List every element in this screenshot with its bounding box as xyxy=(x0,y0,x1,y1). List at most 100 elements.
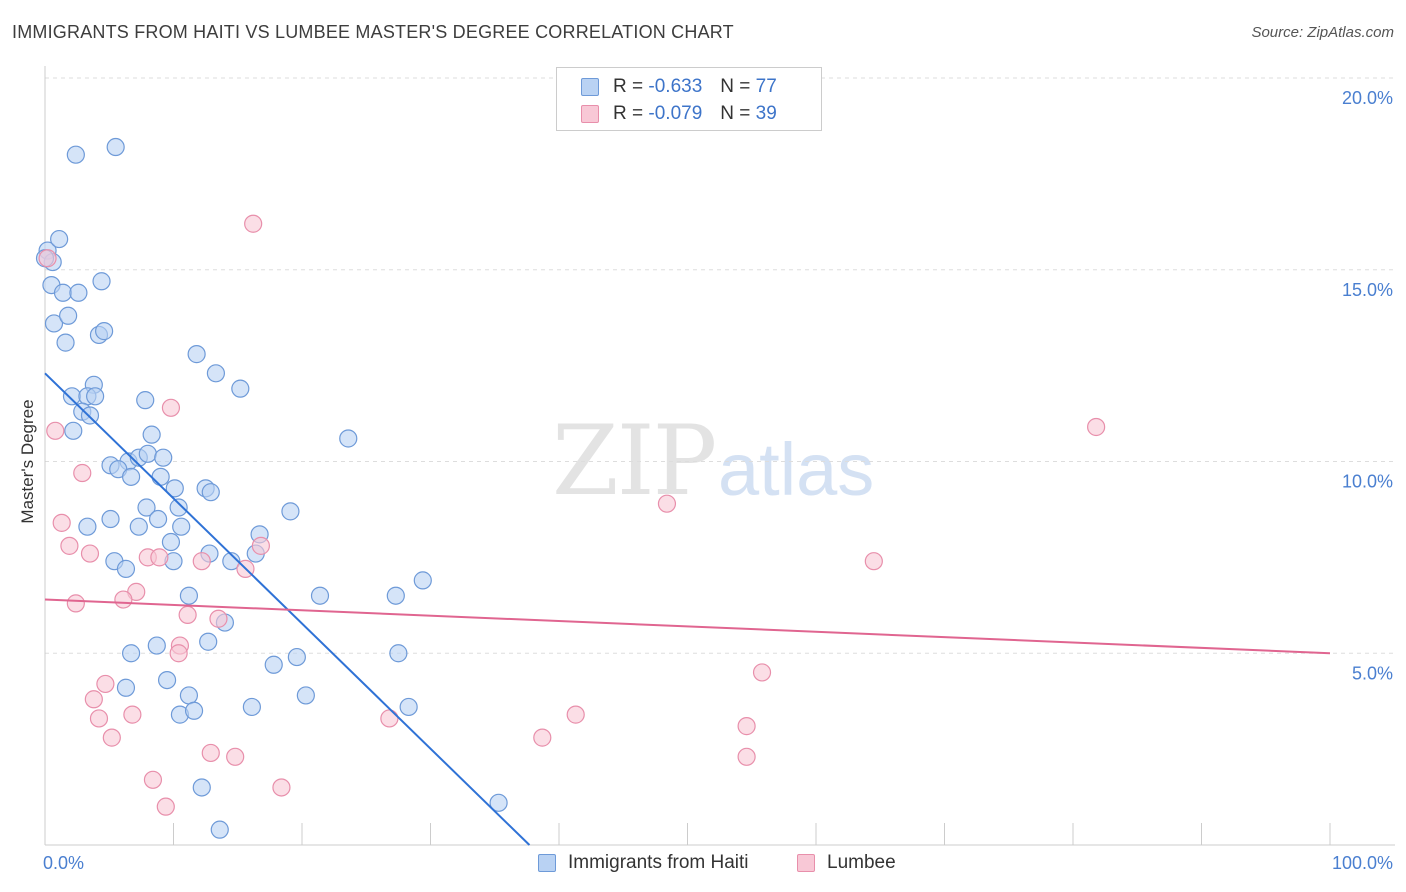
haiti-point xyxy=(489,793,508,812)
haiti-point xyxy=(50,229,69,249)
haiti-point xyxy=(264,655,283,674)
haiti-point xyxy=(86,387,105,406)
lumbee-point xyxy=(380,709,399,728)
haiti-point xyxy=(137,498,156,517)
series-label-lumbee: Lumbee xyxy=(827,852,896,873)
haiti-point xyxy=(69,283,88,302)
lumbee-point xyxy=(143,770,163,789)
haiti-point xyxy=(389,644,408,663)
legend-r-value-haiti: -0.633 xyxy=(648,76,703,97)
lumbee-point xyxy=(737,717,756,736)
haiti-point xyxy=(179,686,199,705)
haiti-point xyxy=(399,697,418,717)
lumbee-point xyxy=(178,605,197,625)
haiti-point xyxy=(92,272,111,291)
haiti-point xyxy=(116,559,136,578)
haiti-point xyxy=(106,137,125,157)
legend-r-label: R = xyxy=(613,103,644,124)
series-legend-haiti: Immigrants from Haiti xyxy=(538,852,749,874)
haiti-point xyxy=(157,670,177,690)
haiti-point xyxy=(287,647,306,667)
lumbee-point xyxy=(752,663,772,682)
lumbee-point xyxy=(66,594,85,613)
haiti-point xyxy=(136,391,155,410)
haiti-point xyxy=(222,552,241,571)
watermark-atlas: atlas xyxy=(718,428,875,511)
lumbee-point xyxy=(96,674,115,694)
y-tick-label: 20.0% xyxy=(1342,88,1393,108)
haiti-point xyxy=(66,145,85,164)
series-legend: Immigrants from Haiti Lumbee xyxy=(0,852,1406,878)
haiti-point xyxy=(142,425,161,444)
lumbee-point xyxy=(156,797,175,816)
lumbee-point xyxy=(46,421,65,440)
haiti-point xyxy=(281,502,300,521)
legend-n-value-haiti: 77 xyxy=(755,76,777,97)
lumbee-point xyxy=(150,548,169,567)
lumbee-point xyxy=(737,747,756,766)
haiti-point xyxy=(147,636,166,655)
axis-layer xyxy=(44,66,1395,846)
haiti-point xyxy=(179,586,199,605)
watermark-zip: ZIP xyxy=(552,405,717,517)
lumbee-trend-line xyxy=(44,598,1331,655)
y-tick-label: 10.0% xyxy=(1342,472,1393,492)
lumbee-point xyxy=(102,728,121,747)
lumbee-point xyxy=(209,609,228,628)
y-tick-label: 5.0% xyxy=(1352,663,1393,683)
lumbee-point xyxy=(123,705,142,724)
haiti-point xyxy=(121,644,141,663)
haiti-point xyxy=(172,517,191,536)
haiti-point xyxy=(310,586,330,605)
haiti-point xyxy=(53,283,73,302)
lumbee-point xyxy=(38,249,57,268)
legend-swatch-lumbee xyxy=(581,105,599,123)
haiti-point xyxy=(201,483,220,502)
haiti-point xyxy=(101,509,120,529)
chart-title: IMMIGRANTS FROM HAITI VS LUMBEE MASTER'S… xyxy=(12,22,734,42)
lumbee-point xyxy=(657,494,677,513)
lumbee-point xyxy=(272,778,291,797)
trend-layer xyxy=(44,372,1331,846)
haiti-point xyxy=(148,509,168,529)
haiti-point xyxy=(56,333,75,352)
haiti-point xyxy=(59,306,78,325)
haiti-point xyxy=(129,517,148,536)
haiti-point xyxy=(199,632,218,651)
haiti-point xyxy=(44,314,64,333)
points-layer xyxy=(35,137,1106,839)
lumbee-point xyxy=(114,590,133,609)
lumbee-point xyxy=(60,536,79,555)
legend-r-value-lumbee: -0.079 xyxy=(648,103,703,124)
haiti-point xyxy=(184,701,204,720)
haiti-point xyxy=(138,444,157,463)
y-axis-title: Master's Degree xyxy=(18,399,37,523)
haiti-point xyxy=(64,421,83,440)
haiti-point xyxy=(154,448,173,467)
lumbee-point xyxy=(533,728,552,747)
haiti-point xyxy=(121,467,141,486)
haiti-point xyxy=(296,686,315,705)
lumbee-point xyxy=(89,709,109,728)
lumbee-point xyxy=(73,463,92,483)
lumbee-point xyxy=(201,743,220,763)
haiti-point xyxy=(80,406,100,425)
lumbee-point xyxy=(52,513,71,532)
lumbee-point xyxy=(251,536,270,555)
chart-source: Source: ZipAtlas.com xyxy=(1251,24,1394,41)
lumbee-point xyxy=(80,544,100,563)
legend-r-label: R = xyxy=(613,76,644,97)
x-tick-label: 0.0% xyxy=(43,853,84,873)
lumbee-point xyxy=(566,705,585,724)
haiti-point xyxy=(78,517,97,536)
lumbee-point xyxy=(864,552,883,571)
haiti-point xyxy=(161,532,181,552)
haiti-point xyxy=(231,379,250,398)
x-tick-label: 100.0% xyxy=(1332,853,1393,873)
lumbee-point xyxy=(169,644,188,663)
haiti-point xyxy=(386,586,405,605)
lumbee-point xyxy=(84,690,103,709)
legend-n-value-lumbee: 39 xyxy=(755,103,777,124)
haiti-point xyxy=(95,322,114,341)
